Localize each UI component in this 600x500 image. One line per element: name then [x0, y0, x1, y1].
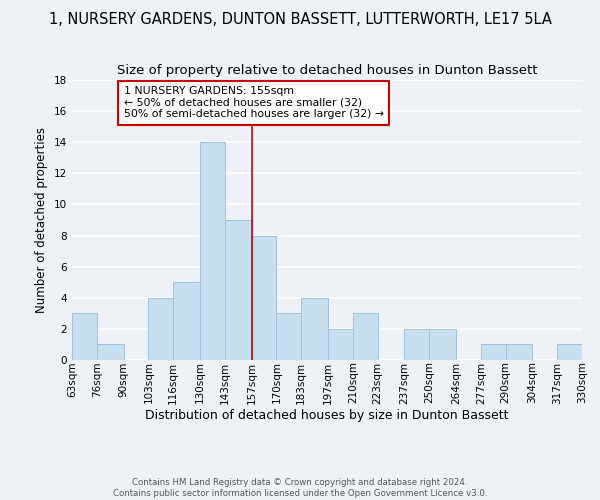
Text: 1, NURSERY GARDENS, DUNTON BASSETT, LUTTERWORTH, LE17 5LA: 1, NURSERY GARDENS, DUNTON BASSETT, LUTT…: [49, 12, 551, 28]
Bar: [173, 282, 200, 360]
Bar: [225, 220, 251, 360]
Bar: [404, 329, 429, 360]
Bar: [97, 344, 124, 360]
Y-axis label: Number of detached properties: Number of detached properties: [35, 127, 49, 313]
Bar: [506, 344, 532, 360]
Bar: [277, 314, 301, 360]
Bar: [353, 314, 377, 360]
Bar: [557, 344, 582, 360]
Text: 1 NURSERY GARDENS: 155sqm
← 50% of detached houses are smaller (32)
50% of semi-: 1 NURSERY GARDENS: 155sqm ← 50% of detac…: [124, 86, 383, 120]
Bar: [251, 236, 277, 360]
Bar: [72, 314, 97, 360]
Bar: [481, 344, 506, 360]
X-axis label: Distribution of detached houses by size in Dunton Bassett: Distribution of detached houses by size …: [145, 409, 509, 422]
Text: Contains HM Land Registry data © Crown copyright and database right 2024.
Contai: Contains HM Land Registry data © Crown c…: [113, 478, 487, 498]
Bar: [301, 298, 328, 360]
Bar: [200, 142, 225, 360]
Bar: [429, 329, 456, 360]
Bar: [328, 329, 353, 360]
Bar: [148, 298, 173, 360]
Title: Size of property relative to detached houses in Dunton Bassett: Size of property relative to detached ho…: [117, 64, 537, 78]
